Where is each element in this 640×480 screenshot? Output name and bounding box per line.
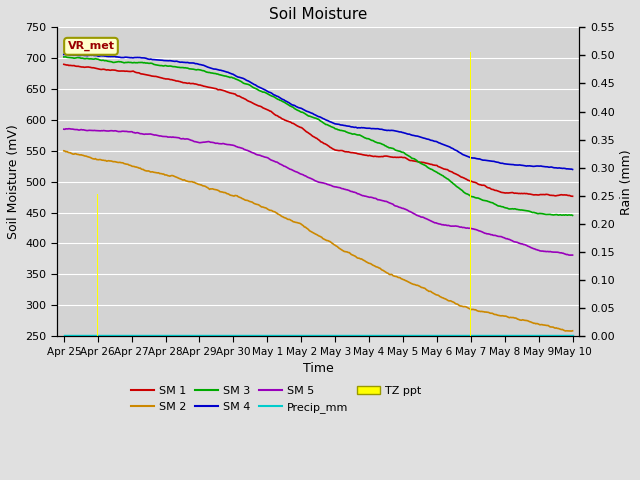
Legend: SM 1, SM 2, SM 3, SM 4, SM 5, Precip_mm, TZ ppt: SM 1, SM 2, SM 3, SM 4, SM 5, Precip_mm,… <box>127 382 426 417</box>
Text: VR_met: VR_met <box>67 41 115 51</box>
Bar <box>97 194 99 336</box>
Y-axis label: Soil Moisture (mV): Soil Moisture (mV) <box>7 124 20 239</box>
Title: Soil Moisture: Soil Moisture <box>269 7 367 22</box>
Y-axis label: Rain (mm): Rain (mm) <box>620 149 633 215</box>
Bar <box>470 52 472 336</box>
X-axis label: Time: Time <box>303 362 333 375</box>
